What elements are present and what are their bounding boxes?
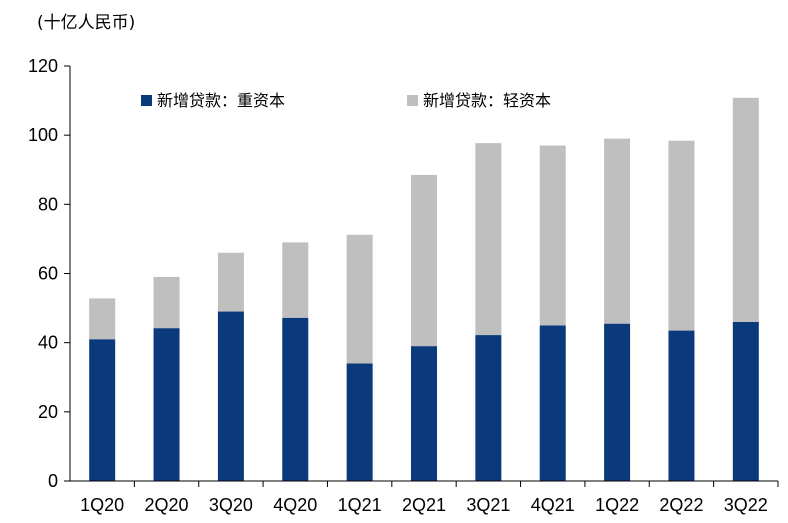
bar-heavy-3Q22 [732,321,759,481]
bar-heavy-3Q21 [475,335,502,481]
bar-light-2Q22 [668,140,695,331]
y-tick-label: 20 [38,402,58,422]
bar-light-1Q21 [346,234,373,364]
x-tick-label: 2Q21 [402,495,446,515]
bar-light-3Q22 [732,97,759,322]
bar-light-2Q20 [153,276,180,329]
x-tick-label: 1Q22 [595,495,639,515]
x-tick-label: 2Q20 [145,495,189,515]
bar-light-2Q21 [411,174,437,347]
x-tick-label: 1Q20 [80,495,124,515]
y-tick-label: 60 [38,264,58,284]
bar-heavy-2Q22 [668,330,695,481]
x-tick-label: 3Q21 [466,495,510,515]
bar-light-4Q21 [539,145,566,326]
x-tick-label: 4Q21 [531,495,575,515]
bar-light-3Q20 [217,252,244,312]
bar-heavy-1Q21 [346,363,373,481]
bar-heavy-4Q21 [539,325,566,481]
y-tick-label: 40 [38,333,58,353]
legend-swatch-light [407,95,418,106]
bar-light-4Q20 [282,242,309,318]
bar-heavy-2Q20 [153,328,180,481]
legend-swatch-heavy [141,95,152,106]
axes-layer: 1Q20 2Q20 3Q20 4Q20 1Q21 2Q21 3Q21 4Q21 1Q22 2Q22… [28,56,779,515]
y-axis-unit-label: (十亿人民币) [37,13,136,33]
bar-light-1Q20 [89,298,116,340]
y-tick-label: 0 [48,471,58,491]
x-tick-label: 2Q22 [659,495,703,515]
bar-heavy-1Q20 [89,339,116,481]
x-tick-label: 1Q21 [338,495,382,515]
x-tick-label: 3Q20 [209,495,253,515]
legend: 新增贷款：重资本 新增贷款：轻资本 [141,91,551,110]
y-tick-label: 120 [28,56,58,76]
x-tick-label: 4Q20 [273,495,317,515]
legend-label-heavy: 新增贷款：重资本 [157,91,285,110]
bar-light-3Q21 [475,143,502,336]
bar-light-1Q22 [604,138,631,324]
y-tick-label: 80 [38,194,58,214]
legend-label-light: 新增贷款：轻资本 [423,91,551,110]
x-tick-label: 3Q22 [724,495,768,515]
bar-heavy-3Q20 [217,311,244,481]
bar-heavy-4Q20 [282,317,309,481]
bars-layer [89,97,759,481]
bar-heavy-2Q21 [411,346,437,481]
y-tick-label: 100 [28,125,58,145]
bar-heavy-1Q22 [604,323,631,481]
